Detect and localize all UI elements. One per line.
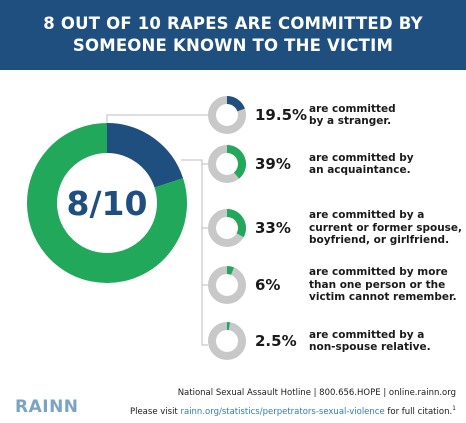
breakdown-description: are committed by a non-spouse relative. [309,318,466,364]
title-line-1: 8 OUT OF 10 RAPES ARE COMMITTED BY [43,14,423,33]
breakdown-description-line: are committed by [309,151,414,164]
breakdown-description: are committed by more than one person or … [309,262,466,308]
citation-suffix: for full citation. [384,406,453,417]
citation-text: Please visit rainn.org/statistics/perpet… [130,405,456,417]
breakdown-percent: 6% [255,276,281,294]
rainn-logo: RAINN [15,397,79,417]
citation-superscript: 1 [452,405,456,412]
big-donut-slice-known [27,123,187,283]
breakdown-percent: 2.5% [255,332,297,350]
breakdown-percent: 39% [255,155,291,173]
breakdown-row: 2.5% are committed by a non-spouse relativ… [205,318,465,364]
breakdown-description: are committed by a current or former spou… [309,205,466,251]
breakdown-percent: 33% [255,219,291,237]
breakdown-row: 6% are committed by more than one person o… [205,262,465,308]
title-line-2: SOMEONE KNOWN TO THE VICTIM [72,36,394,55]
breakdown-description-line: victim cannot remember. [309,291,457,304]
breakdown-row: 33% are committed by a current or former s… [205,205,465,251]
breakdown-description-line: are committed [309,102,396,115]
breakdown-row: 39% are committed by an acquaintance. [205,141,465,187]
big-donut-center-label: 8/10 [67,184,148,223]
citation-link[interactable]: rainn.org/statistics/perpetrators-sexual… [180,406,385,417]
breakdown-description-line: than one person or the [309,278,446,291]
small-donut-slice [226,265,234,275]
breakdown-description-line: an acquaintance. [309,164,411,176]
connector-stranger [106,114,208,125]
breakdown-description: are committed by a stranger. [309,92,466,138]
breakdown-description-line: are committed by a [309,209,425,222]
small-donut-slice [226,96,245,112]
breakdown-description: are committed by an acquaintance. [309,141,466,187]
hotline-text: National Sexual Assault Hotline | 800.65… [177,388,456,398]
breakdown-description-line: boyfriend, or girlfriend. [309,234,450,247]
breakdown-row: 19.5% are committed by a stranger. [205,92,465,138]
citation-prefix: Please visit [129,406,181,417]
header-banner: 8 OUT OF 10 RAPES ARE COMMITTED BY SOMEO… [0,0,466,70]
connector-known [181,159,208,346]
breakdown-description-line: non-spouse relative. [309,341,431,353]
breakdown-description-line: current or former spouse, [309,221,463,234]
big-donut-slice-stranger [106,123,184,189]
breakdown-description-line: are committed by a [309,328,425,341]
small-donut-slice [226,209,246,238]
breakdown-percent: 19.5% [255,106,308,124]
breakdown-description-line: by a stranger. [309,115,392,127]
breakdown-description-line: are committed by more [309,266,448,279]
small-donut-slice [226,145,246,179]
